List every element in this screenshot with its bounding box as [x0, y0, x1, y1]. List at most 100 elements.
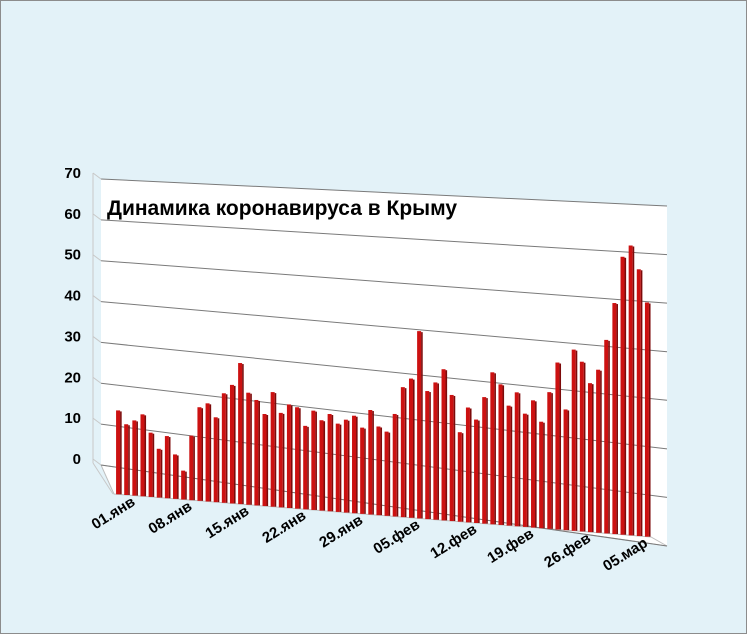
- bar-front: [425, 391, 430, 520]
- bar-front: [181, 470, 186, 500]
- bar-side: [356, 416, 358, 514]
- bar-side: [535, 401, 537, 528]
- bar-side: [567, 410, 570, 531]
- bar-side: [225, 394, 228, 503]
- bar: [612, 303, 618, 535]
- bar-side: [437, 383, 439, 520]
- bar-side: [120, 411, 122, 495]
- bar: [335, 423, 342, 512]
- bar-side: [518, 393, 521, 527]
- bar-front: [368, 410, 373, 515]
- bar: [644, 302, 651, 537]
- bar-side: [575, 350, 578, 531]
- bar-front: [124, 424, 129, 495]
- bar-side: [461, 433, 464, 522]
- bar-front: [229, 384, 234, 504]
- bar: [498, 384, 505, 525]
- bar-side: [380, 427, 383, 516]
- bar: [425, 391, 431, 520]
- bar-front: [644, 302, 649, 537]
- bar: [457, 432, 464, 522]
- bar-side: [372, 411, 374, 515]
- x-tick-label: 22.янв: [259, 507, 309, 547]
- bar-front: [270, 392, 275, 507]
- bar: [327, 414, 334, 512]
- bar-front: [246, 392, 251, 505]
- bar: [262, 414, 269, 507]
- bar-side: [307, 426, 309, 510]
- bar-side: [583, 362, 586, 532]
- bar-side: [185, 471, 187, 500]
- bar-side: [421, 332, 423, 519]
- bar: [555, 362, 562, 530]
- bar: [417, 331, 423, 519]
- bar: [164, 436, 171, 499]
- bar-front: [392, 413, 397, 517]
- x-tick-label: 29.янв: [316, 512, 366, 552]
- bar-front: [596, 369, 601, 533]
- bar: [213, 417, 220, 503]
- bar: [368, 410, 374, 515]
- bar: [197, 407, 204, 501]
- bar-side: [274, 393, 277, 507]
- bar: [636, 269, 643, 537]
- bar: [140, 414, 147, 497]
- bar-side: [453, 395, 456, 522]
- bar: [205, 403, 212, 502]
- bar: [539, 421, 545, 529]
- bar-side: [331, 415, 334, 512]
- bar: [408, 378, 415, 518]
- gridline: [100, 260, 668, 304]
- bar-front: [522, 413, 527, 527]
- bar-side: [600, 370, 602, 533]
- x-tick-label: 26.фев: [541, 530, 594, 572]
- bar-front: [417, 331, 422, 519]
- bar: [490, 372, 496, 525]
- bar-front: [319, 420, 324, 511]
- bar: [384, 431, 391, 516]
- gridline: [100, 301, 668, 353]
- x-tick-label: 08.янв: [146, 498, 196, 538]
- bar-front: [563, 409, 568, 531]
- bar: [522, 413, 529, 527]
- bar: [343, 419, 350, 513]
- bar-front: [482, 397, 487, 524]
- bar-side: [177, 455, 179, 499]
- bar: [270, 392, 277, 507]
- bar-front: [612, 303, 617, 535]
- y-tick-label: 40: [64, 288, 81, 305]
- bar-side: [144, 415, 147, 497]
- bar-front: [343, 419, 348, 513]
- bar-side: [469, 408, 472, 523]
- side-gridline: [92, 336, 102, 343]
- bar-front: [587, 383, 592, 533]
- bar-side: [404, 388, 407, 518]
- bar-front: [352, 415, 357, 514]
- side-gridline: [92, 458, 102, 466]
- bar-side: [128, 425, 130, 495]
- bar-side: [551, 393, 553, 529]
- bar-side: [445, 370, 448, 521]
- bar: [148, 432, 155, 497]
- bar-side: [559, 363, 562, 530]
- bar-front: [303, 425, 308, 510]
- bar: [229, 384, 236, 504]
- side-gridline: [92, 376, 102, 384]
- bar: [392, 413, 399, 517]
- bar: [620, 256, 627, 535]
- bar-side: [429, 392, 431, 520]
- bar: [238, 363, 244, 505]
- bar-side: [364, 428, 366, 514]
- side-gridline: [92, 417, 102, 425]
- bar-side: [526, 414, 529, 527]
- bar: [189, 435, 195, 501]
- bar-front: [636, 269, 641, 537]
- bar-side: [266, 415, 269, 507]
- bar-front: [295, 407, 300, 509]
- bar: [571, 349, 578, 531]
- chart-title: Динамика коронавируса в Крыму: [107, 197, 457, 220]
- bar-side: [299, 408, 301, 509]
- bar: [441, 369, 448, 521]
- bar-front: [262, 414, 267, 507]
